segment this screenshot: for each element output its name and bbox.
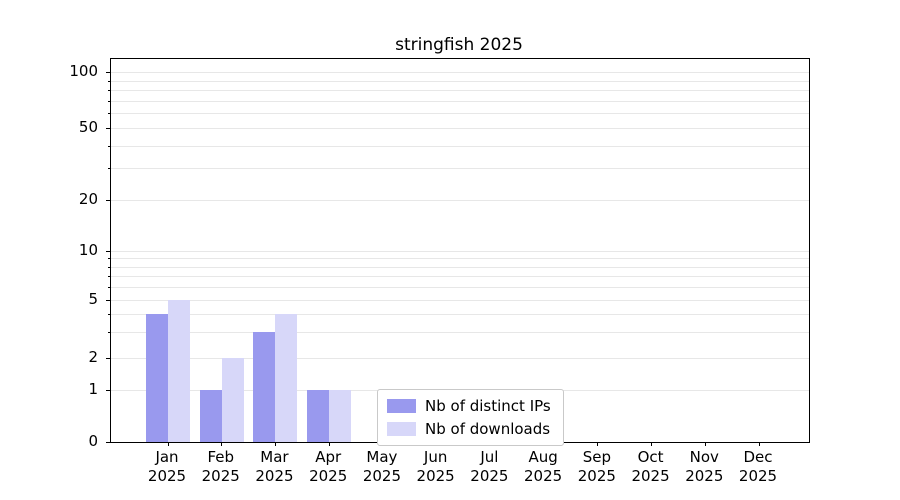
gridline bbox=[111, 287, 809, 289]
x-tick-label-feb: Feb 2025 bbox=[201, 448, 240, 485]
bar-distinct-ips-jan bbox=[146, 314, 168, 442]
y-tick-label-10: 10 bbox=[78, 241, 98, 259]
y-tick-100 bbox=[106, 72, 111, 73]
gridline bbox=[111, 358, 809, 359]
y-tick-0 bbox=[106, 442, 111, 443]
gridline bbox=[111, 113, 809, 115]
y-tick-2 bbox=[106, 358, 111, 359]
gridline bbox=[111, 266, 809, 268]
gridline bbox=[111, 314, 809, 316]
x-tick-dec bbox=[758, 442, 760, 446]
bar-downloads-mar bbox=[275, 314, 298, 442]
y-tick-label-1: 1 bbox=[88, 380, 98, 398]
bar-downloads-feb bbox=[221, 358, 244, 442]
x-tick-label-apr: Apr 2025 bbox=[309, 448, 348, 485]
gridline bbox=[111, 128, 809, 129]
y-tick-label-0: 0 bbox=[88, 432, 98, 450]
gridline bbox=[111, 300, 809, 301]
gridline bbox=[111, 251, 809, 252]
y-minor-tick-7 bbox=[108, 276, 111, 278]
legend-swatch-downloads bbox=[387, 422, 416, 436]
y-minor-tick-40 bbox=[108, 145, 111, 147]
x-tick-label-aug: Aug 2025 bbox=[524, 448, 563, 485]
gridline bbox=[111, 100, 809, 102]
x-tick-label-jun: Jun 2025 bbox=[416, 448, 455, 485]
gridline bbox=[111, 332, 809, 334]
y-tick-50 bbox=[106, 128, 111, 129]
y-tick-10 bbox=[106, 251, 111, 252]
y-tick-5 bbox=[106, 300, 111, 301]
legend-label-downloads: Nb of downloads bbox=[425, 420, 551, 438]
bar-distinct-ips-feb bbox=[199, 390, 222, 442]
bar-distinct-ips-mar bbox=[253, 332, 276, 442]
y-minor-tick-4 bbox=[108, 314, 111, 316]
x-tick-label-mar: Mar 2025 bbox=[255, 448, 294, 485]
y-minor-tick-80 bbox=[108, 90, 111, 92]
x-tick-label-oct: Oct 2025 bbox=[631, 448, 670, 485]
y-tick-label-50: 50 bbox=[78, 118, 98, 136]
legend-swatch-distinct-ips bbox=[387, 399, 416, 413]
x-tick-jan bbox=[167, 442, 169, 446]
y-tick-label-100: 100 bbox=[69, 62, 98, 80]
gridline bbox=[111, 80, 809, 82]
x-tick-oct bbox=[651, 442, 653, 446]
y-minor-tick-90 bbox=[108, 80, 111, 82]
bar-distinct-ips-apr bbox=[307, 390, 330, 442]
gridline bbox=[111, 276, 809, 278]
chart-title: stringfish 2025 bbox=[395, 35, 523, 55]
gridline bbox=[111, 258, 809, 260]
legend-label-distinct-ips: Nb of distinct IPs bbox=[425, 397, 551, 415]
x-tick-label-jul: Jul 2025 bbox=[470, 448, 509, 485]
x-tick-label-sep: Sep 2025 bbox=[577, 448, 616, 485]
x-tick-label-may: May 2025 bbox=[362, 448, 401, 485]
x-tick-label-dec: Dec 2025 bbox=[738, 448, 778, 485]
legend: Nb of distinct IPs Nb of downloads bbox=[377, 389, 564, 446]
y-tick-20 bbox=[106, 200, 111, 201]
legend-item-downloads: Nb of downloads bbox=[387, 420, 551, 438]
x-tick-feb bbox=[221, 442, 223, 446]
legend-item-distinct-ips: Nb of distinct IPs bbox=[387, 397, 551, 415]
y-tick-1 bbox=[106, 390, 111, 391]
y-minor-tick-60 bbox=[108, 113, 111, 115]
bar-downloads-jan bbox=[168, 300, 190, 442]
y-minor-tick-30 bbox=[108, 168, 111, 170]
gridline bbox=[111, 145, 809, 147]
y-tick-label-20: 20 bbox=[78, 190, 98, 208]
y-minor-tick-70 bbox=[108, 100, 111, 102]
y-minor-tick-8 bbox=[108, 266, 111, 268]
y-tick-label-5: 5 bbox=[88, 290, 98, 308]
x-tick-apr bbox=[328, 442, 330, 446]
y-minor-tick-6 bbox=[108, 287, 111, 289]
x-tick-label-nov: Nov 2025 bbox=[685, 448, 724, 485]
gridline bbox=[111, 72, 809, 73]
y-minor-tick-9 bbox=[108, 258, 111, 260]
gridline bbox=[111, 200, 809, 201]
gridline bbox=[111, 168, 809, 170]
x-tick-sep bbox=[597, 442, 599, 446]
y-tick-label-2: 2 bbox=[88, 348, 98, 366]
x-tick-label-jan: Jan 2025 bbox=[147, 448, 187, 485]
y-minor-tick-3 bbox=[108, 332, 111, 334]
plot-area bbox=[106, 58, 810, 446]
x-tick-mar bbox=[274, 442, 276, 446]
gridline bbox=[111, 90, 809, 92]
x-tick-nov bbox=[704, 442, 706, 446]
bar-downloads-apr bbox=[329, 390, 352, 442]
